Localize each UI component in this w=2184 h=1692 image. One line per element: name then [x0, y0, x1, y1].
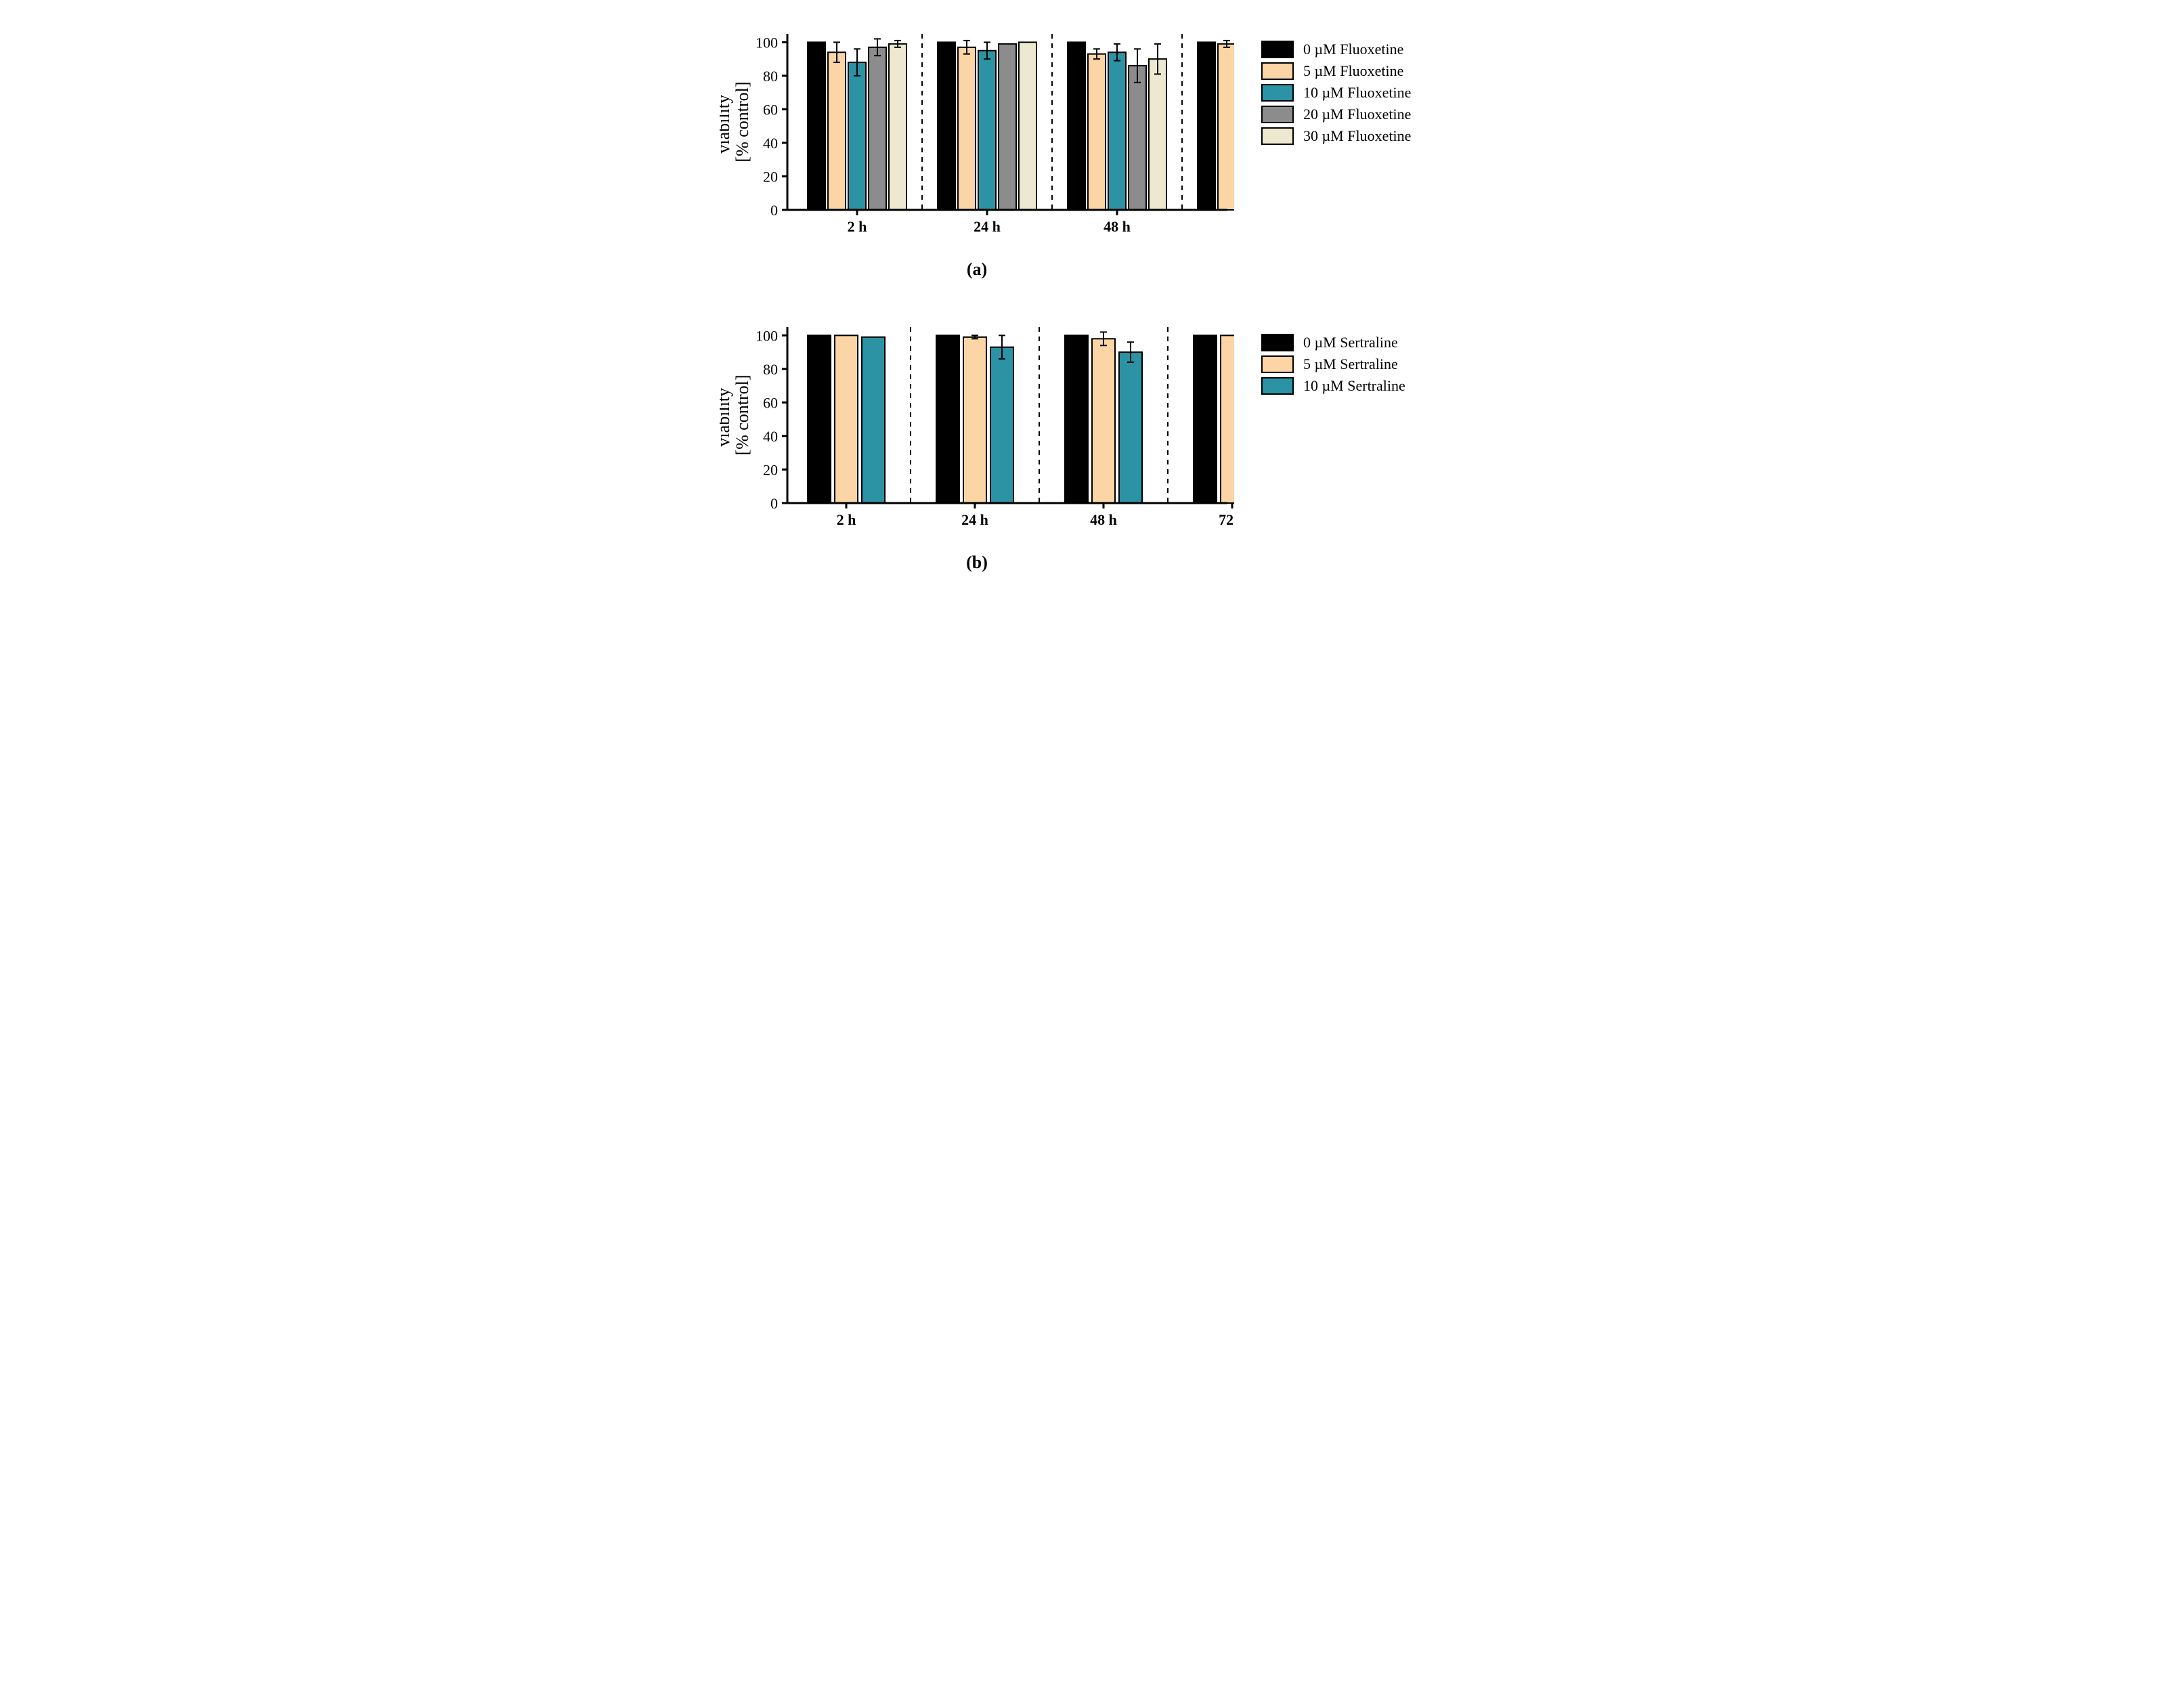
legend-b: 0 µM Sertraline 5 µM Sertraline 10 µM Se…: [1234, 320, 1405, 399]
bar: [828, 52, 846, 210]
xtick-label: 72 h: [1219, 511, 1234, 528]
xtick-label: 2 h: [837, 511, 856, 528]
bar: [936, 335, 959, 503]
bar: [1194, 335, 1217, 503]
bar: [889, 44, 907, 210]
legend-label: 0 µM Fluoxetine: [1303, 41, 1403, 58]
bar: [835, 335, 858, 503]
legend-label: 10 µM Fluoxetine: [1303, 84, 1411, 102]
bar: [990, 347, 1013, 503]
legend-label: 5 µM Fluoxetine: [1303, 62, 1403, 80]
panel-a: 0 20 40 60 80 100 viability [% control] 2 h 24…: [720, 27, 1464, 280]
chart-svg: 0 20 40 60 80 100 viability [% control] 2 h 24…: [720, 27, 1234, 244]
panel-b: 0 20 40 60 80 100 viability [% control] 2 h 24…: [720, 320, 1464, 573]
bar: [958, 47, 976, 210]
bar: [862, 337, 885, 503]
legend-item: 10 µM Fluoxetine: [1261, 84, 1411, 102]
ytick-label: 60: [763, 394, 778, 411]
xtick-label: 2 h: [848, 218, 867, 235]
bar: [1119, 352, 1142, 503]
legend-item: 0 µM Sertraline: [1261, 334, 1405, 351]
xtick-label: 24 h: [974, 218, 1001, 235]
ytick-label: 40: [763, 135, 778, 152]
ytick-label: 40: [763, 428, 778, 445]
legend-swatch: [1261, 355, 1294, 373]
legend-a: 0 µM Fluoxetine 5 µM Fluoxetine 10 µM Fl…: [1234, 27, 1411, 149]
xtick-label: 48 h: [1090, 511, 1117, 528]
legend-label: 5 µM Sertraline: [1303, 355, 1398, 373]
legend-item: 5 µM Sertraline: [1261, 355, 1405, 373]
chart-b: 0 20 40 60 80 100 viability [% control] 2 h 24…: [720, 320, 1234, 540]
bar: [1088, 54, 1106, 210]
y-axis-label: viability [% control]: [720, 81, 752, 162]
legend-swatch: [1261, 334, 1294, 351]
ytick-label: 20: [763, 461, 778, 478]
legend-item: 10 µM Sertraline: [1261, 377, 1405, 395]
ytick-label: 80: [763, 361, 778, 378]
ytick-label: 20: [763, 168, 778, 185]
legend-swatch: [1261, 41, 1294, 58]
ytick-label: 100: [756, 327, 778, 344]
ytick-label: 80: [763, 68, 778, 85]
bar: [808, 335, 831, 503]
legend-item: 30 µM Fluoxetine: [1261, 127, 1411, 145]
legend-item: 0 µM Fluoxetine: [1261, 41, 1411, 58]
xtick-label: 48 h: [1104, 218, 1131, 235]
bar: [1129, 66, 1146, 210]
bar: [1068, 42, 1085, 210]
legend-swatch: [1261, 106, 1294, 123]
bar: [978, 51, 996, 210]
ytick-label: 100: [756, 34, 778, 51]
bar: [1218, 44, 1234, 210]
legend-label: 20 µM Fluoxetine: [1303, 106, 1411, 123]
xtick-label: 24 h: [961, 511, 988, 528]
legend-label: 10 µM Sertraline: [1303, 377, 1405, 395]
y-axis-label: viability [% control]: [720, 374, 752, 455]
bar: [1092, 339, 1115, 503]
ytick-label: 0: [770, 495, 778, 512]
bar: [938, 42, 955, 210]
legend-swatch: [1261, 62, 1294, 80]
legend-swatch: [1261, 377, 1294, 395]
bar: [1221, 335, 1234, 503]
chart-svg: 0 20 40 60 80 100 viability [% control] 2 h 24…: [720, 320, 1234, 537]
panel-b-label: (b): [720, 552, 1234, 573]
legend-label: 0 µM Sertraline: [1303, 334, 1398, 351]
panel-a-label: (a): [720, 259, 1234, 280]
xtick-label: 72 h: [1233, 218, 1234, 235]
bar: [1198, 42, 1215, 210]
bar: [808, 42, 825, 210]
bar: [1065, 335, 1088, 503]
bar: [963, 337, 986, 503]
legend-swatch: [1261, 127, 1294, 145]
bar: [1149, 59, 1166, 210]
legend-swatch: [1261, 84, 1294, 102]
bar: [869, 47, 886, 210]
bar: [848, 62, 866, 210]
legend-item: 5 µM Fluoxetine: [1261, 62, 1411, 80]
ytick-label: 60: [763, 101, 778, 118]
bar: [1108, 52, 1126, 210]
bar: [999, 44, 1016, 210]
ytick-label: 0: [770, 202, 778, 219]
chart-a: 0 20 40 60 80 100 viability [% control] 2 h 24…: [720, 27, 1234, 247]
bar: [1019, 42, 1036, 210]
legend-item: 20 µM Fluoxetine: [1261, 106, 1411, 123]
legend-label: 30 µM Fluoxetine: [1303, 127, 1411, 145]
